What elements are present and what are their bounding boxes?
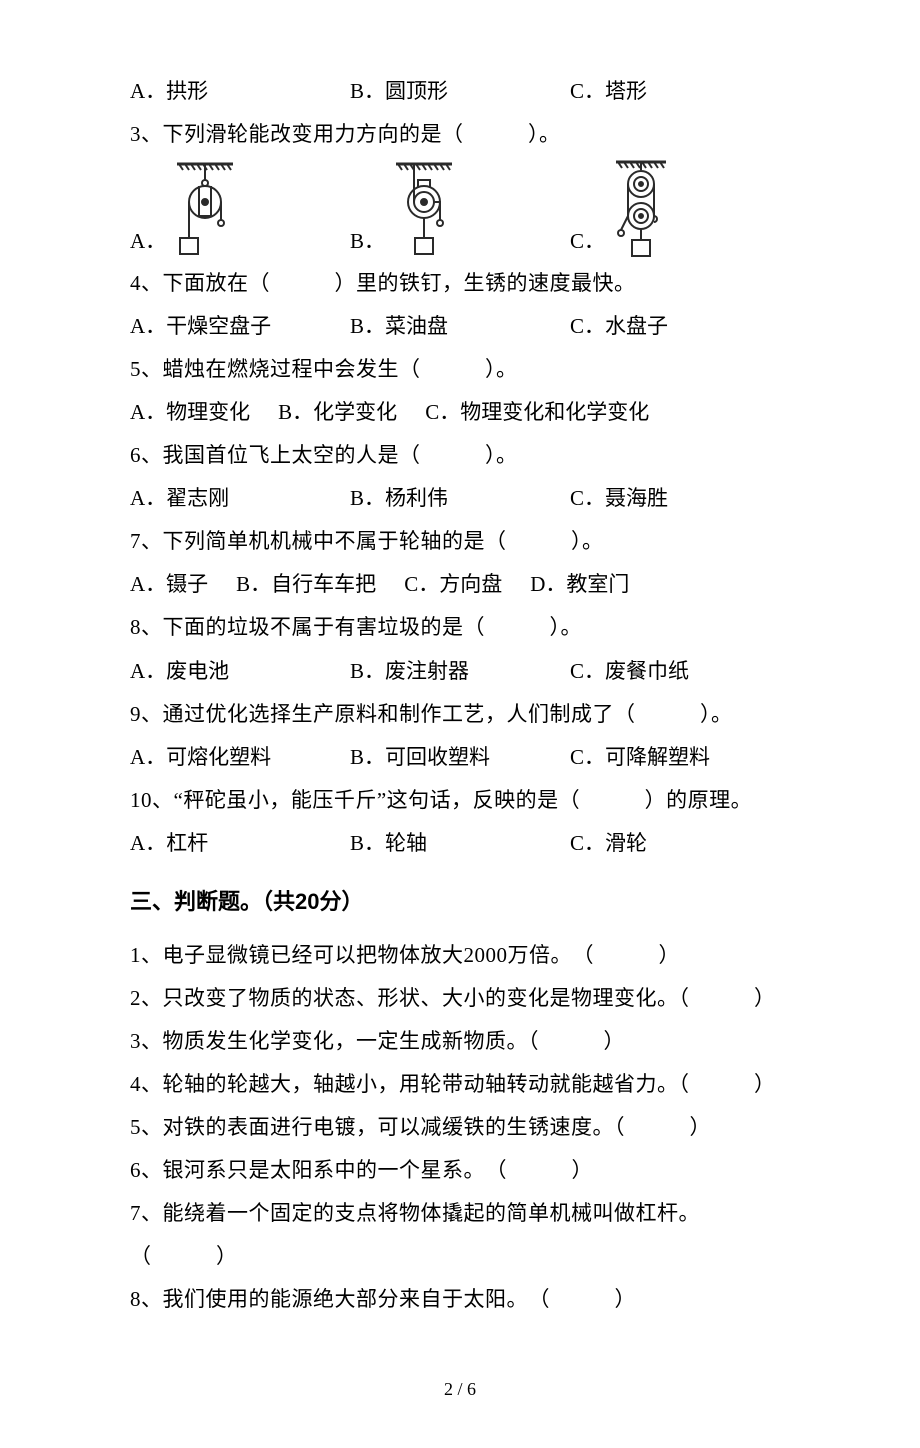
q9-opt-b: B．可回收塑料 (350, 736, 570, 779)
q2-options: A．拱形 B．圆顶形 C．塔形 (130, 70, 790, 113)
q3-label-a: A． (130, 231, 166, 260)
q2-opt-a: A．拱形 (130, 70, 350, 113)
q5-opt-a: A．物理变化 (130, 391, 250, 434)
q8-opt-b: B．废注射器 (350, 650, 570, 693)
q10-opt-c: C．滑轮 (570, 822, 790, 865)
q4-stem: 4、下面放在（ ）里的铁钉，生锈的速度最快。 (130, 262, 790, 305)
q7-stem: 7、下列简单机机械中不属于轮轴的是（ ）。 (130, 520, 790, 563)
q3-label-b: B． (350, 231, 385, 260)
q5-opt-c: C．物理变化和化学变化 (425, 391, 649, 434)
tf-3: 3、物质发生化学变化，一定生成新物质。（ ） (130, 1020, 790, 1063)
q8-stem: 8、下面的垃圾不属于有害垃圾的是（ ）。 (130, 606, 790, 649)
pulley-a-icon (172, 160, 238, 260)
q2-opt-c: C．塔形 (570, 70, 790, 113)
q7-opt-a: A．镊子 (130, 563, 208, 606)
q7-opt-d: D．教室门 (530, 563, 629, 606)
q5-opt-b: B．化学变化 (278, 391, 397, 434)
tf-5: 5、对铁的表面进行电镀，可以减缓铁的生锈速度。（ ） (130, 1106, 790, 1149)
q6-stem: 6、我国首位飞上太空的人是（ ）。 (130, 434, 790, 477)
q10-stem: 10、“秤砣虽小，能压千斤”这句话，反映的是（ ）的原理。 (130, 779, 790, 822)
q9-opt-a: A．可熔化塑料 (130, 736, 350, 779)
tf-1: 1、电子显微镜已经可以把物体放大2000万倍。 （ ） (130, 934, 790, 977)
q10-opt-b: B．轮轴 (350, 822, 570, 865)
pulley-b-icon (391, 160, 457, 260)
q10-opt-a: A．杠杆 (130, 822, 350, 865)
q10-options: A．杠杆 B．轮轴 C．滑轮 (130, 822, 790, 865)
q5-stem: 5、蜡烛在燃烧过程中会发生（ ）。 (130, 348, 790, 391)
q8-options: A．废电池 B．废注射器 C．废餐巾纸 (130, 650, 790, 693)
tf-8: 8、我们使用的能源绝大部分来自于太阳。 （ ） (130, 1278, 790, 1321)
q6-opt-a: A．翟志刚 (130, 477, 350, 520)
q9-options: A．可熔化塑料 B．可回收塑料 C．可降解塑料 (130, 736, 790, 779)
q5-options: A．物理变化 B．化学变化 C．物理变化和化学变化 (130, 391, 790, 434)
q4-opt-b: B．菜油盘 (350, 305, 570, 348)
tf-6: 6、银河系只是太阳系中的一个星系。 （ ） (130, 1149, 790, 1192)
page-footer: 2 / 6 (130, 1371, 790, 1408)
tf-4: 4、轮轴的轮越大，轴越小，用轮带动轴转动就能越省力。（ ） (130, 1063, 790, 1106)
q4-opt-a: A．干燥空盘子 (130, 305, 350, 348)
q4-options: A．干燥空盘子 B．菜油盘 C．水盘子 (130, 305, 790, 348)
q9-opt-c: C．可降解塑料 (570, 736, 790, 779)
q4-opt-c: C．水盘子 (570, 305, 790, 348)
q9-stem: 9、通过优化选择生产原料和制作工艺，人们制成了（ ）。 (130, 693, 790, 736)
q7-options: A．镊子 B．自行车车把 C．方向盘 D．教室门 (130, 563, 790, 606)
q3-stem: 3、下列滑轮能改变用力方向的是（ ）。 (130, 113, 790, 156)
q7-opt-b: B．自行车车把 (236, 563, 376, 606)
q6-options: A．翟志刚 B．杨利伟 C．聂海胜 (130, 477, 790, 520)
q8-opt-a: A．废电池 (130, 650, 350, 693)
q7-opt-c: C．方向盘 (404, 563, 502, 606)
q6-opt-c: C．聂海胜 (570, 477, 790, 520)
tf-2: 2、只改变了物质的状态、形状、大小的变化是物理变化。（ ） (130, 977, 790, 1020)
q6-opt-b: B．杨利伟 (350, 477, 570, 520)
q2-opt-b: B．圆顶形 (350, 70, 570, 113)
q8-opt-c: C．废餐巾纸 (570, 650, 790, 693)
q3-images: A． B． (130, 160, 790, 260)
pulley-c-icon (611, 160, 677, 260)
q3-label-c: C． (570, 231, 605, 260)
section-3-heading: 三、判断题。（共20分） (130, 879, 790, 924)
tf-7: 7、能绕着一个固定的支点将物体撬起的简单机械叫做杠杆。 （ ） (130, 1192, 790, 1278)
